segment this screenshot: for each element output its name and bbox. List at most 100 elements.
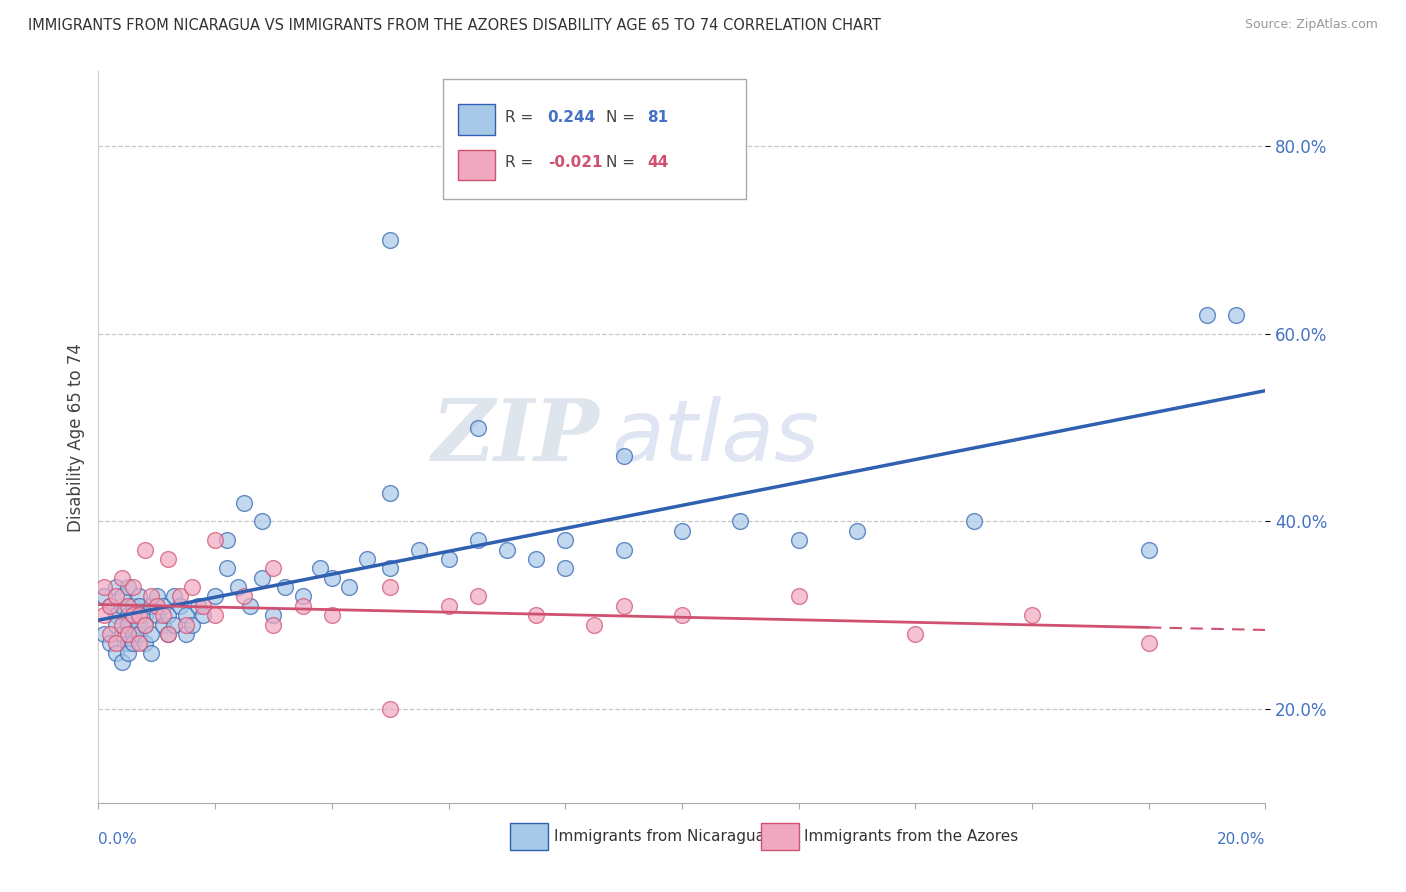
Point bbox=[846, 524, 869, 538]
Point bbox=[204, 590, 226, 604]
Point bbox=[122, 599, 145, 613]
FancyBboxPatch shape bbox=[458, 150, 495, 180]
Point bbox=[157, 552, 180, 566]
Text: 0.244: 0.244 bbox=[548, 110, 596, 125]
Point bbox=[152, 599, 174, 613]
Point bbox=[152, 608, 174, 623]
Point bbox=[117, 646, 139, 660]
Point bbox=[583, 617, 606, 632]
Point bbox=[134, 636, 156, 650]
Point bbox=[467, 590, 489, 604]
Point bbox=[1225, 308, 1247, 322]
Point bbox=[146, 599, 169, 613]
Point bbox=[104, 617, 127, 632]
Point bbox=[111, 571, 134, 585]
Point bbox=[111, 599, 134, 613]
Point bbox=[408, 542, 430, 557]
Point bbox=[111, 627, 134, 641]
Point bbox=[671, 608, 693, 623]
Point bbox=[122, 608, 145, 623]
Point bbox=[250, 571, 273, 585]
Point bbox=[524, 552, 547, 566]
Point bbox=[104, 636, 127, 650]
Point bbox=[117, 617, 139, 632]
Point bbox=[262, 608, 284, 623]
Point bbox=[104, 580, 127, 594]
Point bbox=[93, 590, 115, 604]
Point bbox=[98, 599, 121, 613]
Point bbox=[134, 608, 156, 623]
FancyBboxPatch shape bbox=[458, 104, 495, 135]
Point bbox=[93, 580, 115, 594]
Point bbox=[128, 617, 150, 632]
Point bbox=[437, 599, 460, 613]
Point bbox=[93, 627, 115, 641]
Point bbox=[437, 552, 460, 566]
Point bbox=[174, 617, 197, 632]
Point bbox=[730, 515, 752, 529]
Point bbox=[122, 608, 145, 623]
FancyBboxPatch shape bbox=[761, 823, 799, 850]
Point bbox=[356, 552, 378, 566]
Point bbox=[174, 608, 197, 623]
Text: R =: R = bbox=[505, 155, 537, 170]
Point bbox=[1195, 308, 1218, 322]
Point bbox=[787, 533, 810, 548]
Point bbox=[169, 599, 191, 613]
Point bbox=[1137, 542, 1160, 557]
Point bbox=[380, 561, 402, 575]
Point bbox=[117, 636, 139, 650]
Point bbox=[139, 590, 162, 604]
Point bbox=[962, 515, 984, 529]
FancyBboxPatch shape bbox=[443, 78, 747, 200]
Point bbox=[467, 420, 489, 434]
Point bbox=[467, 533, 489, 548]
Point bbox=[671, 524, 693, 538]
Point bbox=[787, 590, 810, 604]
Point bbox=[228, 580, 250, 594]
Point bbox=[134, 617, 156, 632]
Point bbox=[134, 617, 156, 632]
Point bbox=[122, 627, 145, 641]
Point bbox=[117, 627, 139, 641]
Point bbox=[215, 561, 238, 575]
Point bbox=[111, 617, 134, 632]
Point bbox=[98, 636, 121, 650]
Point bbox=[122, 580, 145, 594]
Point bbox=[104, 608, 127, 623]
Point bbox=[612, 599, 634, 613]
Text: R =: R = bbox=[505, 110, 537, 125]
Text: N =: N = bbox=[606, 110, 640, 125]
Point bbox=[139, 599, 162, 613]
Point bbox=[321, 608, 343, 623]
Point bbox=[380, 486, 402, 500]
Point bbox=[309, 561, 332, 575]
Point bbox=[204, 608, 226, 623]
Point bbox=[291, 590, 314, 604]
Text: IMMIGRANTS FROM NICARAGUA VS IMMIGRANTS FROM THE AZORES DISABILITY AGE 65 TO 74 : IMMIGRANTS FROM NICARAGUA VS IMMIGRANTS … bbox=[28, 18, 882, 33]
Point bbox=[250, 515, 273, 529]
Point bbox=[157, 627, 180, 641]
Point bbox=[157, 627, 180, 641]
Point bbox=[554, 533, 576, 548]
Point bbox=[554, 561, 576, 575]
Text: Source: ZipAtlas.com: Source: ZipAtlas.com bbox=[1244, 18, 1378, 31]
Point bbox=[163, 617, 186, 632]
Point bbox=[291, 599, 314, 613]
Text: Immigrants from Nicaragua: Immigrants from Nicaragua bbox=[554, 829, 765, 844]
Point bbox=[93, 608, 115, 623]
Point bbox=[122, 636, 145, 650]
Point bbox=[1137, 636, 1160, 650]
Point bbox=[612, 449, 634, 463]
Point bbox=[274, 580, 297, 594]
Point bbox=[163, 590, 186, 604]
Text: 44: 44 bbox=[647, 155, 668, 170]
Text: -0.021: -0.021 bbox=[548, 155, 602, 170]
Point bbox=[146, 608, 169, 623]
Text: ZIP: ZIP bbox=[433, 395, 600, 479]
Point bbox=[111, 590, 134, 604]
Point bbox=[128, 627, 150, 641]
Text: 0.0%: 0.0% bbox=[98, 832, 138, 847]
Point bbox=[204, 533, 226, 548]
Text: atlas: atlas bbox=[612, 395, 820, 479]
